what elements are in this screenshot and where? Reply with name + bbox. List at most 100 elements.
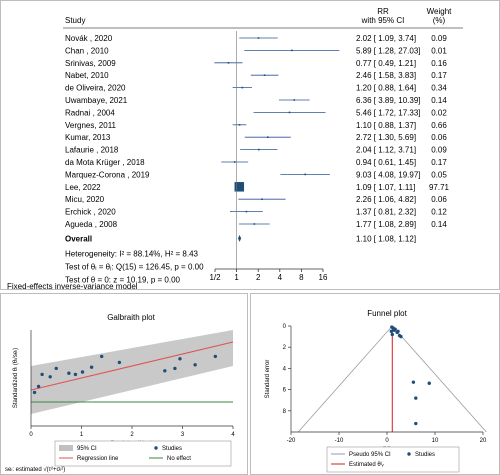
funnel-ci-right (391, 325, 487, 433)
galbraith-plot-panel: Galbraith plot01234Precision (1/seₗ)Stan… (0, 293, 248, 475)
galbraith-point (213, 354, 218, 359)
forest-point-square (263, 74, 266, 76)
forest-x-tick-label: 16 (319, 273, 328, 282)
forest-overall-diamond (237, 234, 242, 242)
funnel-y-label: Standard error (265, 360, 271, 399)
forest-ci-text: 2.02 [ 1.09, 3.74] (356, 34, 416, 43)
forest-study-name: Radnai , 2004 (65, 108, 115, 117)
galbraith-point (193, 363, 197, 367)
funnel-x-tick-label: 0 (385, 438, 389, 444)
forest-ci-text: 0.94 [ 0.61, 1.45] (356, 158, 416, 167)
funnel-y-tick-label: 4 (283, 366, 287, 372)
galbraith-title: Galbraith plot (107, 313, 155, 322)
forest-header-weight: Weight (427, 7, 453, 16)
forest-overall-ci: 1.10 [ 1.08, 1.12] (356, 234, 416, 243)
galbraith-x-tick-label: 0 (29, 432, 33, 438)
funnel-x-tick-label: -20 (287, 438, 296, 444)
galbraith-x-tick-label: 2 (130, 432, 134, 438)
forest-point-square (288, 111, 291, 114)
forest-overall-label: Overall (65, 234, 92, 243)
forest-study-name: Lafaurie , 2018 (65, 146, 119, 155)
forest-study-name: Novák , 2020 (65, 34, 113, 43)
forest-point-square (253, 223, 256, 225)
forest-header-ci: with 95% CI (361, 16, 405, 25)
forest-point-square (258, 148, 260, 151)
forest-ci-text: 1.09 [ 1.07, 1.11] (356, 183, 415, 192)
galbraith-legend-swatch-ci (59, 445, 73, 451)
forest-heterogeneity: Heterogeneity: I² = 88.14%, H² = 8.43 (65, 249, 199, 258)
forest-ci-text: 2.26 [ 1.06, 4.82] (356, 195, 416, 204)
forest-plot-panel: Study RR with 95% CI Weight (%) Novák , 2020 2… (0, 0, 500, 290)
forest-study-name: Kumar, 2013 (65, 133, 111, 142)
galbraith-regression-line (30, 341, 234, 391)
galbraith-point (89, 365, 94, 369)
forest-ci-text: 0.77 [ 0.49, 1.21] (356, 59, 416, 68)
forest-weight-value: 0.12 (431, 208, 447, 217)
forest-point-square (304, 173, 306, 176)
forest-study-name: Lee, 2022 (65, 183, 101, 192)
funnel-point (396, 329, 400, 333)
galbraith-legend-box (54, 440, 232, 467)
funnel-y-tick-label: 2 (283, 345, 287, 351)
forest-test-equal: Test of θᵢ = θⱼ: Q(15) = 126.45, p = 0.0… (65, 262, 204, 271)
funnel-point (427, 381, 431, 385)
funnel-legend-swatch-studies (407, 452, 411, 456)
galbraith-legend-studies: Studies (162, 446, 182, 452)
galbraith-point (100, 354, 104, 359)
forest-study-name: Erchick , 2020 (65, 208, 116, 217)
funnel-x-tick-label: 10 (432, 438, 439, 444)
forest-header-rr: RR (377, 7, 389, 16)
forest-point-square (238, 124, 241, 126)
forest-x-tick-label: 1 (234, 273, 239, 282)
forest-weight-value: 0.06 (431, 133, 447, 142)
funnel-plot: Funnel plot-20-100102002468RRStandard er… (265, 309, 487, 473)
forest-weight-value: 0.66 (431, 121, 447, 130)
forest-weight-value: 0.34 (431, 84, 447, 93)
forest-point-square (293, 99, 296, 101)
forest-x-tick-label: 4 (278, 273, 283, 282)
galbraith-legend-ci: 95% CI (77, 446, 97, 452)
forest-study-name: Uwambaye, 2021 (65, 96, 128, 105)
funnel-y-tick-label: 6 (283, 388, 287, 394)
galbraith-point (173, 366, 177, 371)
galbraith-x-tick-label: 3 (181, 432, 185, 438)
forest-weight-value: 97.71 (429, 183, 450, 192)
funnel-plot-panel: Funnel plot-20-100102002468RRStandard er… (250, 293, 500, 475)
forest-study-name: Agueda , 2008 (65, 220, 118, 229)
forest-ci-text: 1.10 [ 0.88, 1.37] (356, 121, 416, 130)
forest-x-tick-label: 2 (256, 273, 261, 282)
galbraith-legend-noeffect: No effect (167, 456, 191, 462)
galbraith-point (117, 360, 122, 365)
funnel-legend-box (326, 446, 460, 473)
forest-x-tick-label: 8 (299, 273, 304, 282)
forest-ci-text: 2.72 [ 1.30, 5.69] (356, 133, 416, 142)
galbraith-point (73, 372, 78, 377)
forest-header-study: Study (65, 16, 85, 25)
galbraith-point (80, 370, 85, 374)
forest-weight-value: 0.14 (431, 96, 447, 105)
forest-study-name: Vergnes, 2011 (65, 121, 117, 130)
funnel-point (390, 332, 394, 337)
galbraith-point (40, 372, 44, 377)
forest-ci-text: 2.46 [ 1.58, 3.83] (356, 71, 416, 80)
forest-weight-value: 0.02 (431, 108, 447, 117)
galbraith-point (48, 375, 52, 379)
funnel-point (414, 396, 418, 400)
funnel-ci-left (297, 325, 393, 433)
funnel-x-tick-label: -10 (335, 438, 344, 444)
funnel-point (393, 327, 397, 331)
forest-weight-value: 0.06 (431, 195, 447, 204)
forest-study-name: Marquez-Corona , 2019 (65, 170, 150, 179)
forest-header-weight-unit: (%) (433, 16, 446, 25)
forest-test-zero: Test of θ = 0: z = 10.19, p = 0.00 (65, 275, 181, 284)
forest-point-square (233, 161, 236, 163)
forest-ci-text: 5.89 [ 1.28, 27.03] (356, 46, 421, 55)
funnel-legend-studies: Studies (415, 452, 435, 458)
forest-weight-value: 0.05 (431, 170, 447, 179)
galbraith-point (36, 384, 41, 389)
forest-point-square (234, 182, 245, 192)
forest-ci-text: 2.04 [ 1.12, 3.71] (356, 146, 416, 155)
funnel-legend-ci: Pseudo 95% CI (349, 452, 391, 458)
galbraith-point (32, 390, 37, 395)
